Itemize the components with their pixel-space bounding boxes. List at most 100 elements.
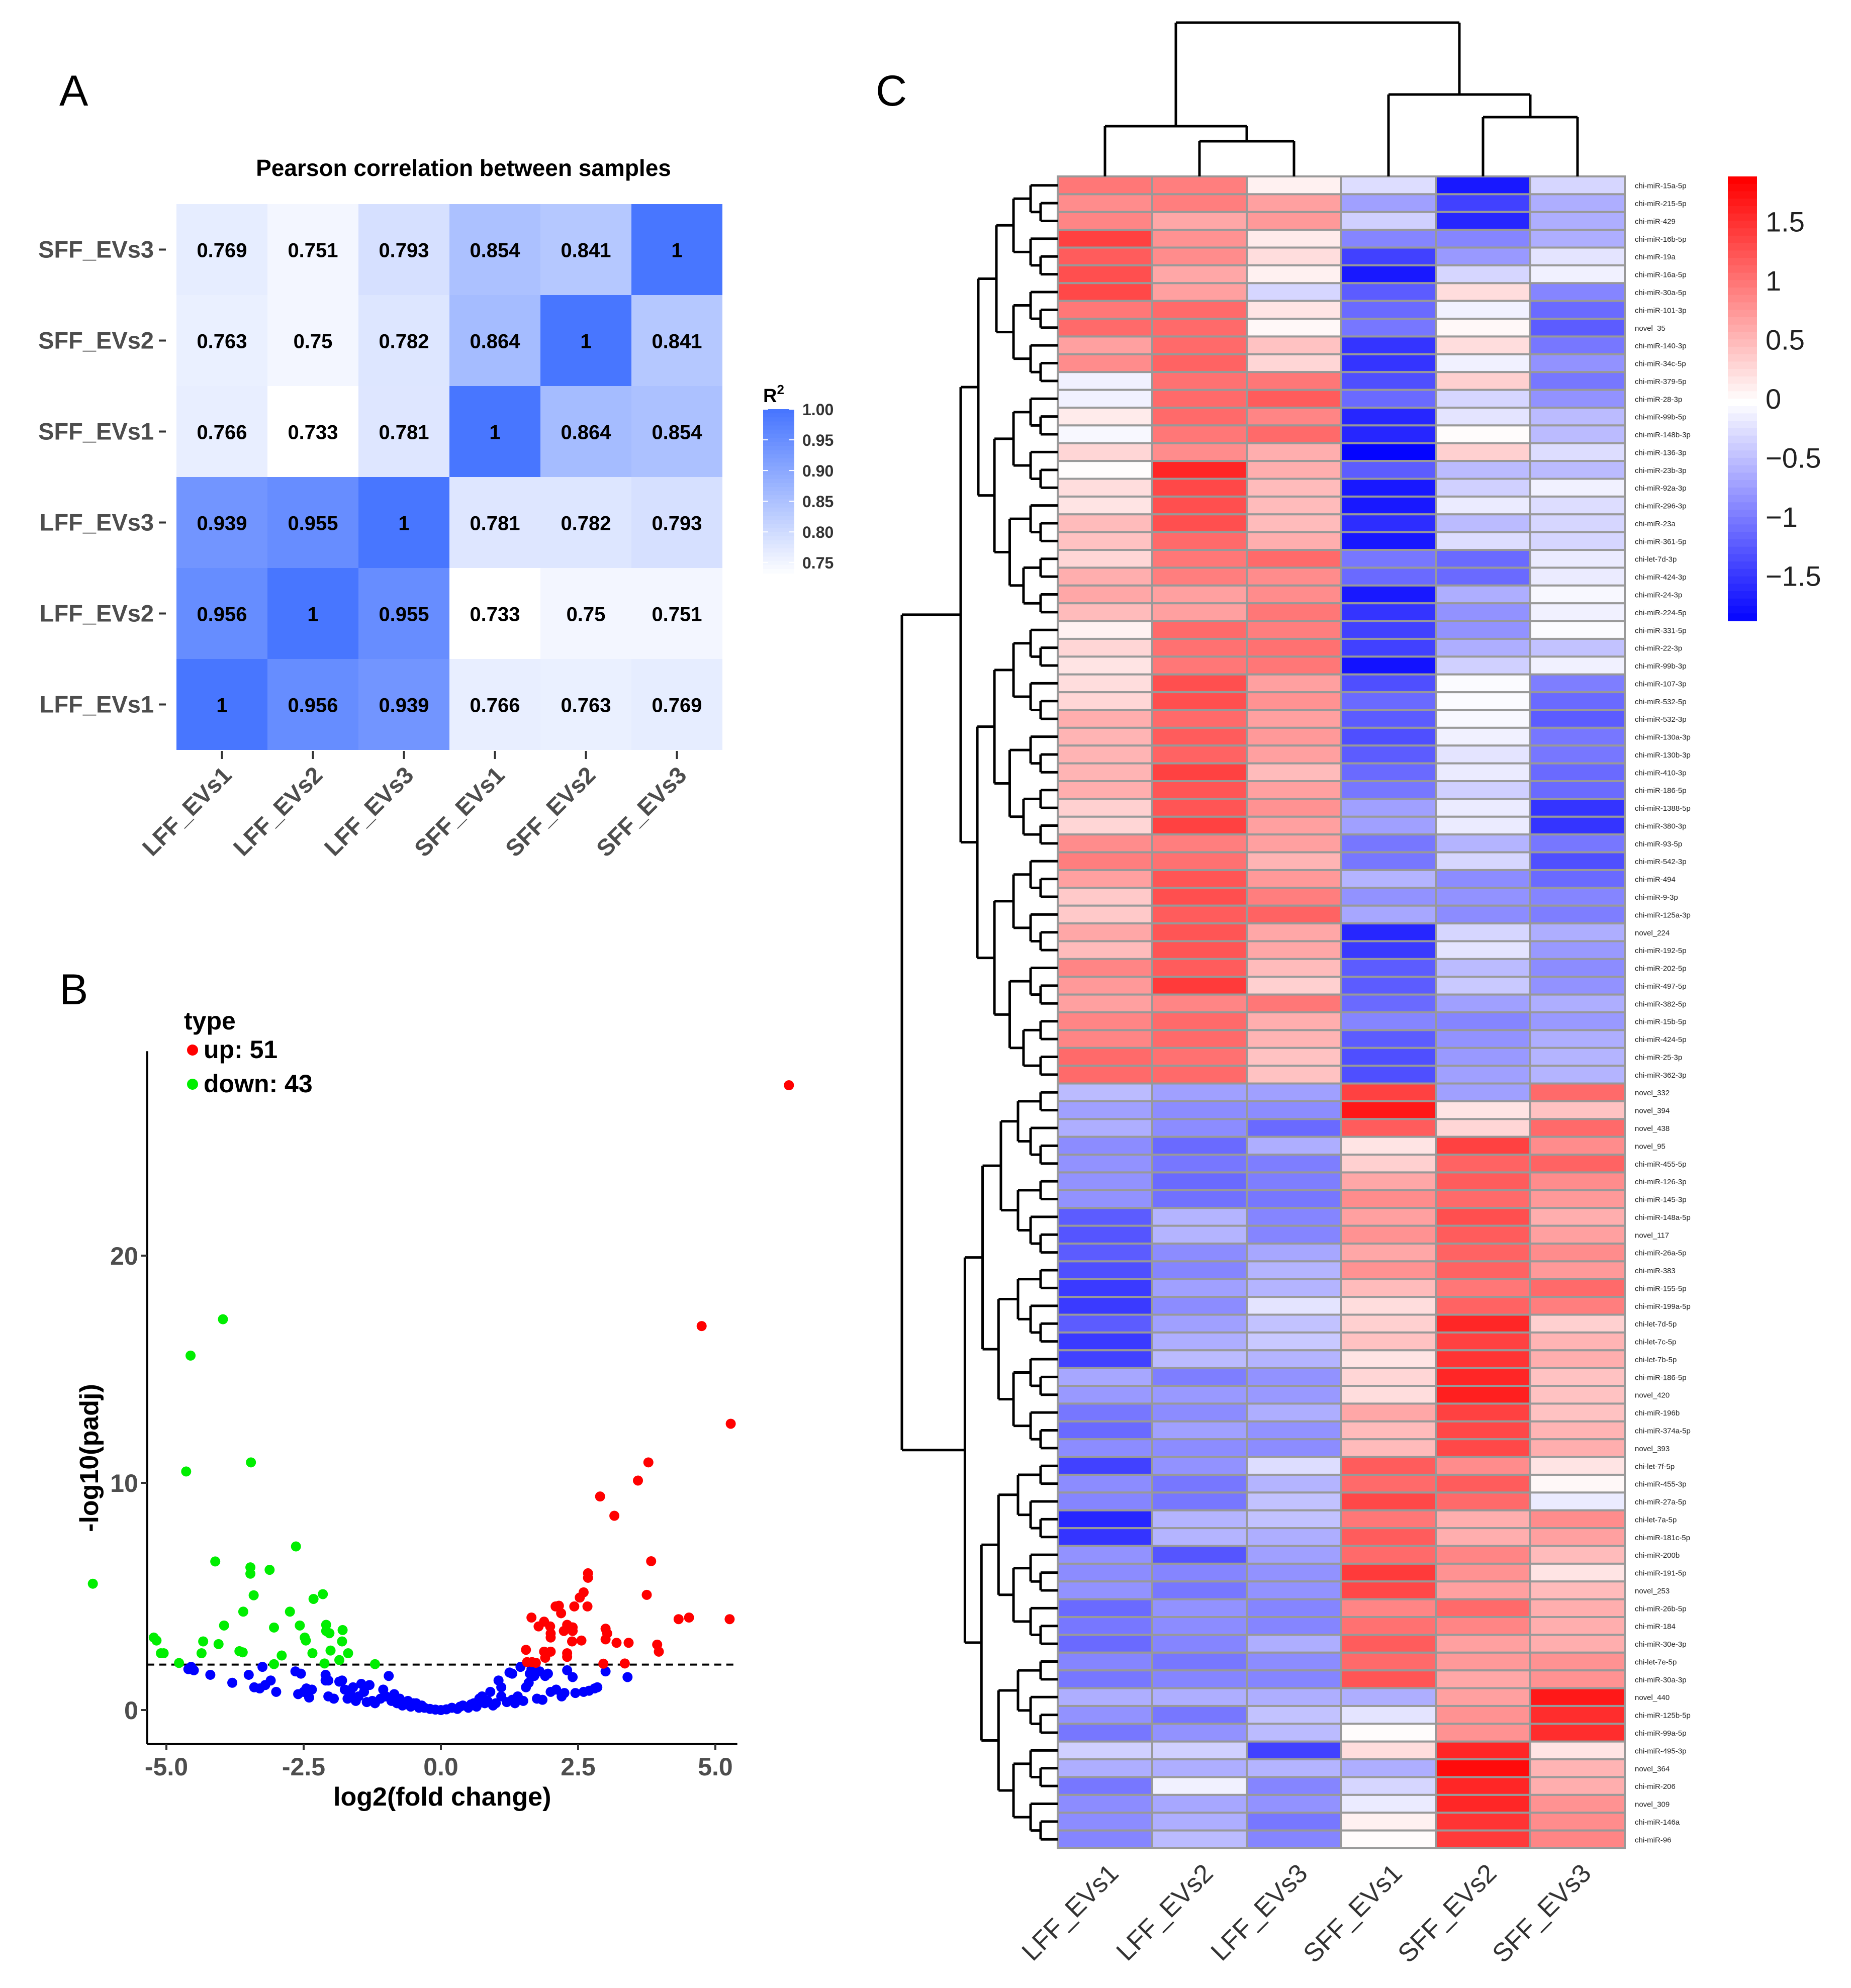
point-ns [265,1675,276,1686]
heatmap-cell [1057,833,1153,854]
point-down [264,1565,275,1575]
point-ns [257,1662,268,1672]
legend-gradient-segment [1728,591,1757,599]
heatmap-cell [1246,1189,1342,1209]
heatmap-cell [1435,1456,1531,1476]
heatmap-cell [1246,1634,1342,1654]
heatmap-cell [1057,389,1153,409]
legend-gradient-segment [763,425,794,430]
legend-title-text: R [763,386,777,407]
x-tick-label: 0.0 [423,1753,458,1781]
heatmap-cell [1057,1793,1153,1814]
legend-tick-label: 0.5 [1766,324,1805,355]
heatmap-cell [1435,1224,1531,1245]
cell-value-label: 0.763 [197,331,247,353]
row-tick-label: SFF_EVs3 [38,236,154,263]
row-label: chi-miR-361-5p [1635,537,1687,546]
heatmap-cell [176,295,267,386]
legend-gradient-segment [763,417,794,422]
heatmap-cell [1435,1082,1531,1102]
point-ns [337,1675,347,1686]
heatmap-cell [1151,1189,1248,1209]
heatmap-cell [1151,566,1248,587]
heatmap-cell [1435,780,1531,800]
heatmap-cell [1057,1242,1153,1263]
heatmap-cell [1057,1349,1153,1369]
heatmap-cell [1057,602,1153,622]
row-label: chi-miR-125b-5p [1635,1712,1691,1720]
heatmap-cell [1340,1047,1437,1067]
heatmap-cell [1246,246,1342,266]
heatmap-cell [1246,1349,1342,1369]
legend-gradient-segment [1728,332,1757,340]
heatmap-cell [1151,442,1248,462]
heatmap-cell [1246,1011,1342,1031]
point-down [196,1648,207,1658]
legend-gradient-segment [763,450,794,455]
heatmap-cell [1151,300,1248,320]
heatmap-cell [1246,1260,1342,1280]
heatmap-cell [1435,566,1531,587]
row-label: chi-let-7e-5p [1635,1658,1677,1666]
heatmap-cell [1151,815,1248,836]
heatmap-cell [1529,673,1626,694]
legend-gradient-segment [1728,532,1757,540]
row-label: chi-miR-192-5p [1635,946,1687,955]
heatmap-cell [1151,1829,1248,1849]
heatmap-cell [1246,264,1342,285]
heatmap-cell [1057,531,1153,551]
cell-value-label: 0.763 [561,695,611,717]
row-label: novel_438 [1635,1124,1670,1133]
heatmap-cell [1151,1438,1248,1458]
heatmap-cell [267,659,358,750]
cell-value-label: 0.793 [652,513,702,535]
point-down [174,1658,184,1668]
point-ns [455,1701,466,1712]
heatmap-cell [358,568,449,659]
legend-gradient-segment [763,483,794,488]
legend-gradient-segment [1728,584,1757,592]
legend-gradient-segment [1728,250,1757,259]
heatmap-cell [1529,1047,1626,1067]
point-down [237,1647,248,1658]
heatmap-cell [1057,424,1153,444]
heatmap-cell [1151,1260,1248,1280]
row-label: novel_393 [1635,1445,1670,1453]
point-up [609,1510,620,1521]
heatmap-cell [1057,460,1153,480]
heatmap-cell [1151,1100,1248,1120]
heatmap-cell [1529,1420,1626,1441]
cell-value-label: 0.841 [561,240,611,262]
point-down [87,1578,98,1589]
heatmap-cell [1246,1029,1342,1049]
legend-tick-label: 0.85 [802,493,834,511]
point-down [291,1541,301,1552]
heatmap-cell [1340,602,1437,622]
legend-gradient-segment [1728,384,1757,392]
heatmap-cell [1246,958,1342,978]
heatmap-cell [1340,1651,1437,1672]
heatmap-cell [1151,1545,1248,1565]
heatmap-cell [1435,1527,1531,1547]
legend-gradient-segment [1728,546,1757,555]
heatmap-cell [1246,1812,1342,1832]
point-up [654,1646,664,1657]
heatmap-cell [1340,1118,1437,1138]
heatmap-cell [1340,549,1437,569]
legend-gradient-segment [1728,510,1757,518]
point-down [307,1648,318,1658]
heatmap-cell [1529,1438,1626,1458]
row-label: chi-miR-99b-5p [1635,413,1687,422]
heatmap-cell [1057,1313,1153,1334]
heatmap-cell [1435,1687,1531,1707]
heatmap-cell [176,386,267,477]
heatmap-cell [1246,1047,1342,1067]
row-label: chi-miR-215-5p [1635,200,1687,208]
x-axis-title: log2(fold change) [333,1782,551,1812]
point-down [158,1648,169,1658]
row-label: chi-miR-107-3p [1635,680,1687,688]
legend-gradient-segment [1728,213,1757,222]
heatmap-cell [1435,1812,1531,1832]
heatmap-cell [1151,264,1248,285]
heatmap-cell [1340,1171,1437,1191]
